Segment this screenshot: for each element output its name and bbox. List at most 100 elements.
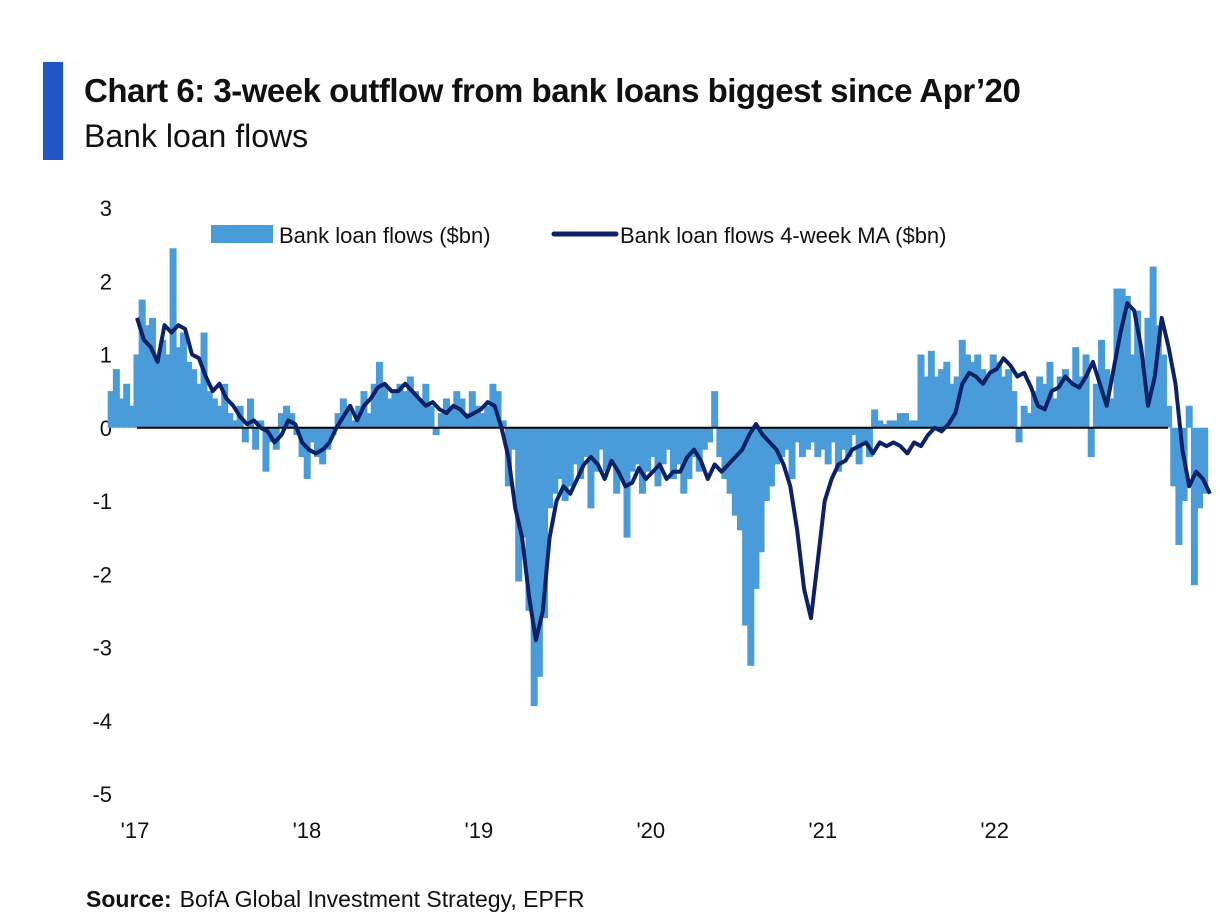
flow-bar [886,420,894,428]
flow-bar [675,427,683,465]
flow-bar [824,427,832,465]
flow-bar [1201,427,1209,494]
flow-bar [623,427,631,538]
flow-bar [979,369,987,428]
flow-bar [1128,354,1136,428]
flow-bar [927,350,935,428]
flow-bar [1108,398,1116,428]
flow-bar [391,391,399,428]
flow-bar [948,383,956,428]
flow-bar [793,427,801,443]
legend-line-label: Bank loan flows 4-week MA ($bn) [620,223,947,248]
flow-bar [819,427,827,450]
y-tick-label: -5 [92,782,112,807]
flow-bar [773,427,781,465]
title-accent-bar [43,62,63,160]
flow-bar [706,427,714,443]
flow-bar [148,317,156,428]
flow-bar [845,427,853,458]
flow-bar [922,376,930,428]
flow-bar [334,413,342,428]
x-tick-label: '20 [636,818,665,843]
flow-bar [917,354,925,428]
flow-bar [592,427,600,472]
flow-bar [107,391,115,428]
flow-bar [1061,369,1069,428]
flow-bar [241,427,249,443]
flow-bar [401,391,409,428]
flow-bar [912,420,920,428]
flow-bar [1165,405,1173,428]
x-tick-label: '17 [121,818,150,843]
flow-bar [164,354,172,428]
flow-bar [907,420,915,428]
flow-bar [1144,317,1152,428]
flow-bar [1159,354,1167,428]
flow-bar [535,427,543,677]
flow-bar [143,325,151,428]
flow-bar [938,369,946,428]
flow-bar [324,427,332,450]
flow-bar [1149,266,1157,428]
flow-bar [319,427,327,465]
flow-bar [571,427,579,465]
flow-bar [412,391,420,428]
flow-bar [216,405,224,428]
flow-bar [644,427,652,472]
flow-bar [375,361,383,428]
flow-bar [1056,376,1064,428]
flow-bar [1196,427,1204,509]
flow-bar [205,391,213,428]
flow-bar [587,427,595,509]
flow-bar [1185,405,1193,428]
flow-bar [546,427,554,509]
flow-bar [252,427,260,450]
flow-bar [840,427,848,450]
flow-bar [432,427,440,436]
flow-bar [1020,405,1028,428]
legend-bar-swatch [211,225,273,243]
flow-bar [762,427,770,501]
flow-bar [128,405,136,428]
flow-bar [871,409,879,428]
flow-bar [350,420,358,428]
x-tick-label: '19 [465,818,494,843]
flow-bar [1154,325,1162,428]
flow-bar [1005,369,1013,428]
flow-bar [437,413,445,428]
x-axis-ticks: '17 '18 '19 '20 '21 '22 [121,818,1009,843]
source-label: Source: [86,886,172,912]
x-tick-label: '22 [980,818,1009,843]
flow-bar [788,427,796,480]
flow-bar [154,361,162,428]
flow-bar [891,420,899,428]
flow-bar [618,427,626,480]
flow-bar [123,383,131,428]
flow-bar [969,361,977,428]
flow-bar [669,427,677,480]
flow-bar [1067,383,1075,428]
flow-bar [1010,391,1018,428]
flow-bar [200,332,208,428]
flow-bar [659,427,667,465]
flow-bar [185,361,193,428]
flow-bar [396,383,404,428]
flow-bar [716,427,724,458]
flow-bar [721,427,729,480]
flow-bar [804,427,812,450]
flow-bar [752,427,760,589]
y-tick-label: -1 [92,489,112,514]
flow-bar [1123,295,1131,428]
flow-bar [344,405,352,428]
y-tick-label: 3 [100,196,112,221]
flow-bar [499,420,507,428]
flow-bar [406,376,414,428]
flow-bar [427,405,435,428]
flow-bar [881,424,889,428]
flow-bar [277,413,285,428]
flow-bar [566,427,574,487]
flow-bar [902,413,910,428]
flow-bar [700,427,708,450]
flow-bar [118,398,126,428]
